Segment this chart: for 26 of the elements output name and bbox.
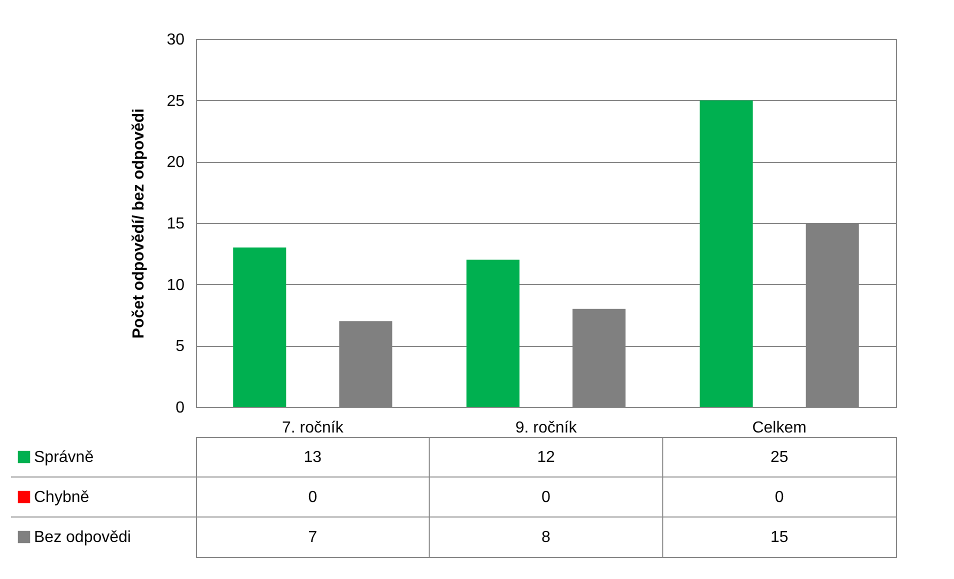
y-tick-label: 5 [176, 338, 185, 356]
y-tick-label: 25 [166, 92, 185, 110]
y-tick-label: 30 [166, 32, 185, 48]
data-label: 13 [304, 449, 322, 466]
x-tick-label: 7. ročník [282, 420, 344, 436]
y-tick-label: 0 [176, 400, 185, 416]
y-tick-label: 15 [166, 216, 185, 232]
bar [233, 248, 286, 407]
data-label: 15 [770, 529, 788, 546]
y-tick-label: 10 [166, 276, 185, 294]
data-label: 12 [537, 449, 555, 466]
data-label: 25 [770, 449, 788, 466]
bar [466, 260, 520, 407]
data-label: 8 [542, 529, 551, 546]
legend-label: Bez odpovědi [34, 529, 131, 546]
legend-label: Správně [34, 449, 94, 466]
bar [700, 100, 753, 407]
x-tick-label: Celkem [752, 420, 806, 436]
data-label: 0 [774, 489, 784, 506]
data-label: 0 [308, 489, 318, 506]
data-label: 0 [542, 489, 551, 506]
y-tick-label: 20 [166, 154, 185, 172]
y-axis-title: Počet odpovědí/ bez odpovědi [130, 108, 148, 339]
data-label: 7 [308, 529, 318, 546]
x-tick-label: 9. ročník [515, 420, 578, 436]
legend-label: Chybně [34, 489, 90, 506]
